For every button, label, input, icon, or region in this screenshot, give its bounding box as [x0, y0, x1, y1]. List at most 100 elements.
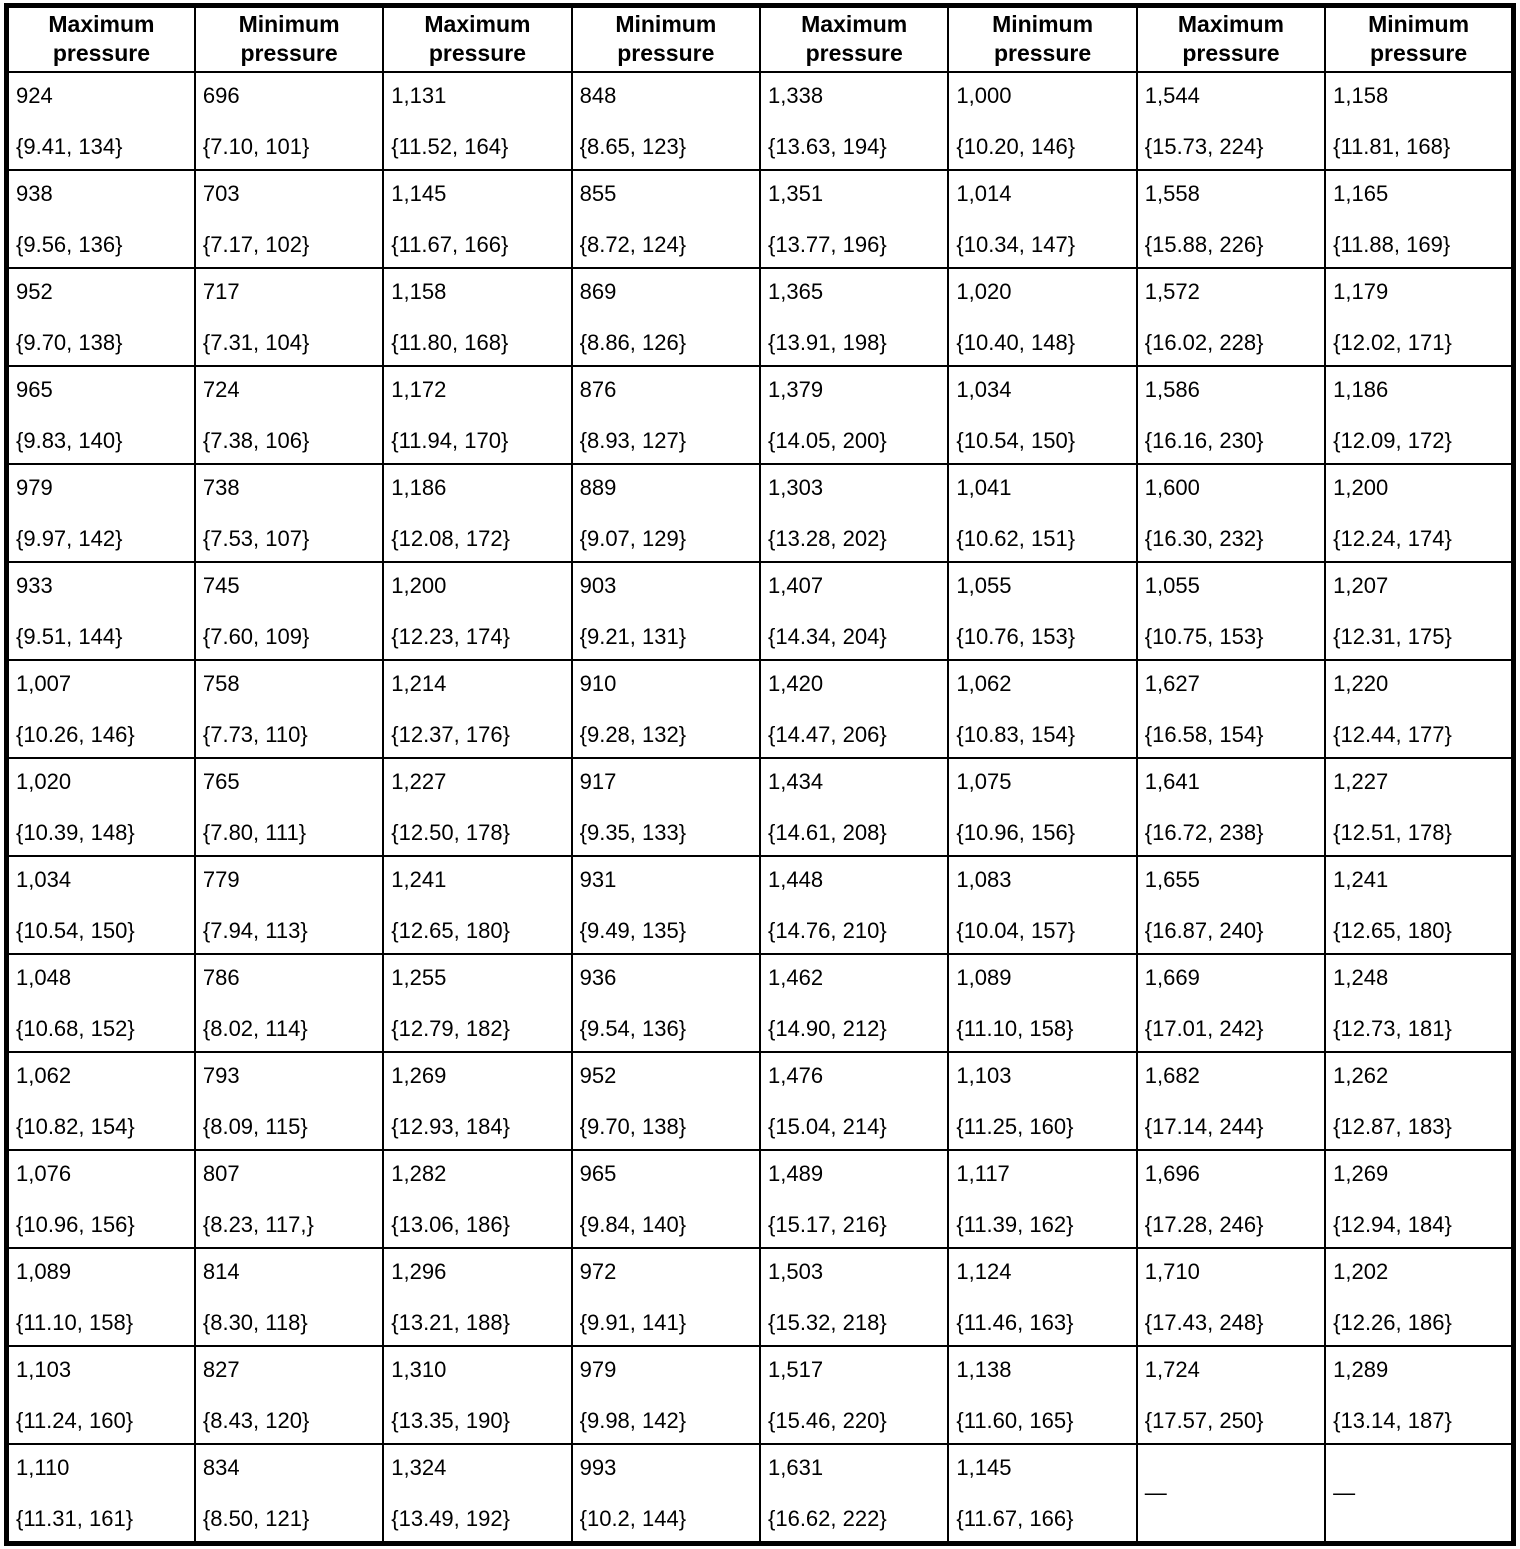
- table-cell: 1,544 {15.73, 224}: [1135, 70, 1327, 171]
- pressure-value: 1,145: [391, 180, 447, 206]
- column-header-max-3: Maximum pressure: [758, 4, 950, 73]
- table-cell: 1,586 {16.16, 230}: [1135, 364, 1327, 465]
- pressure-range: {12.31, 175}: [1333, 623, 1452, 649]
- pressure-value: 1,710: [1144, 1258, 1200, 1284]
- pressure-value: 1,158: [1333, 82, 1389, 108]
- table-cell: 786 {8.02, 114}: [193, 952, 385, 1053]
- pressure-value: 1,255: [391, 964, 447, 990]
- table-row: 1,089 {11.10, 158} 814 {8.30, 118} 1,296 {13.…: [5, 1246, 1515, 1347]
- pressure-value: 936: [579, 964, 617, 990]
- table-cell: 1,179 {12.02, 171}: [1324, 266, 1515, 367]
- table-cell: 1,110 {11.31, 161}: [5, 1442, 196, 1545]
- pressure-range: {11.10, 158}: [16, 1309, 134, 1335]
- pressure-range: {12.09, 172}: [1333, 427, 1452, 453]
- cell-content: 931 {9.49, 135}: [573, 857, 759, 953]
- table-cell: 1,669 {17.01, 242}: [1135, 952, 1327, 1053]
- pressure-range: {8.50, 121}: [202, 1505, 310, 1531]
- cell-content: 1,710 {17.43, 248}: [1138, 1249, 1324, 1345]
- pressure-range: {16.58, 154}: [1144, 721, 1264, 747]
- pressure-value: 1,034: [16, 866, 72, 892]
- table-cell: 1,103 {11.25, 160}: [947, 1050, 1138, 1151]
- pressure-value: 814: [202, 1258, 240, 1284]
- pressure-value: 1,289: [1333, 1356, 1389, 1382]
- pressure-range: {17.43, 248}: [1144, 1309, 1264, 1335]
- table-cell: 1,338 {13.63, 194}: [758, 70, 950, 171]
- pressure-range: {9.49, 135}: [579, 917, 687, 943]
- table-cell: 1,145 {11.67, 166}: [947, 1442, 1138, 1545]
- table-row: 1,076 {10.96, 156} 807 {8.23, 117,} 1,282 {13…: [5, 1148, 1515, 1249]
- pressure-value: 1,248: [1333, 964, 1389, 990]
- table-body: 924 {9.41, 134} 696 {7.10, 101} 1,131 {11.52,…: [5, 70, 1515, 1545]
- table-cell: 1,145 {11.67, 166}: [382, 168, 573, 269]
- table-cell: 1,200 {12.24, 174}: [1324, 462, 1515, 563]
- table-cell: —: [1324, 1442, 1515, 1545]
- table-cell: 1,055 {10.76, 153}: [947, 560, 1138, 661]
- pressure-value: 1,682: [1144, 1062, 1200, 1088]
- pressure-value: 1,103: [16, 1356, 72, 1382]
- pressure-range: {14.05, 200}: [768, 427, 887, 453]
- table-cell: 972 {9.91, 141}: [570, 1246, 762, 1347]
- table-row: 1,048 {10.68, 152} 786 {8.02, 114} 1,255 {12.…: [5, 952, 1515, 1053]
- pressure-range: {10.39, 148}: [16, 819, 135, 845]
- pressure-range: {9.28, 132}: [579, 721, 687, 747]
- pressure-range: {17.28, 246}: [1144, 1211, 1264, 1237]
- pressure-range: {12.23, 174}: [391, 623, 510, 649]
- table-cell: 1,200 {12.23, 174}: [382, 560, 573, 661]
- pressure-range: {8.02, 114}: [202, 1015, 308, 1041]
- table-cell: 1,172 {11.94, 170}: [382, 364, 573, 465]
- pressure-value: 1,631: [768, 1454, 824, 1480]
- table-cell: 1,572 {16.02, 228}: [1135, 266, 1327, 367]
- cell-content: 1,269 {12.94, 184}: [1326, 1151, 1511, 1247]
- cell-content: 1,241 {12.65, 180}: [384, 857, 570, 953]
- cell-content: 1,145 {11.67, 166}: [949, 1445, 1135, 1541]
- pressure-value: 1,158: [391, 278, 447, 304]
- pressure-value: 1,282: [391, 1160, 447, 1186]
- pressure-range: {9.91, 141}: [579, 1309, 687, 1335]
- pressure-range: {10.54, 150}: [956, 427, 1076, 453]
- pressure-value: 1,324: [391, 1454, 447, 1480]
- cell-content: 993 {10.2, 144}: [573, 1445, 759, 1541]
- pressure-range: {9.70, 138}: [579, 1113, 687, 1139]
- cell-content: 869 {8.86, 126}: [573, 269, 759, 365]
- cell-content: 1,138 {11.60, 165}: [949, 1347, 1135, 1443]
- table-cell: 1,241 {12.65, 180}: [1324, 854, 1515, 955]
- cell-content: 1,351 {13.77, 196}: [761, 171, 947, 267]
- cell-content: 1,124 {11.46, 163}: [949, 1249, 1135, 1345]
- table-cell: 1,103 {11.24, 160}: [5, 1344, 196, 1445]
- table-cell: 1,158 {11.81, 168}: [1324, 70, 1515, 171]
- table-cell: 1,202 {12.26, 186}: [1324, 1246, 1515, 1347]
- table-cell: 931 {9.49, 135}: [570, 854, 762, 955]
- cell-content: 965 {9.83, 140}: [9, 367, 194, 463]
- pressure-range: {10.62, 151}: [956, 525, 1076, 551]
- pressure-range: {12.37, 176}: [391, 721, 510, 747]
- cell-content: 1,020 {10.39, 148}: [9, 759, 194, 855]
- column-header-min-4: Minimum pressure: [1324, 4, 1515, 73]
- pressure-range: {11.81, 168}: [1333, 133, 1451, 159]
- cell-content: 1,682 {17.14, 244}: [1138, 1053, 1324, 1149]
- cell-content: 1,014 {10.34, 147}: [949, 171, 1135, 267]
- table-cell: 724 {7.38, 106}: [193, 364, 385, 465]
- cell-content: 1,420 {14.47, 206}: [761, 661, 947, 757]
- pressure-value: 827: [202, 1356, 240, 1382]
- pressure-value: 876: [579, 376, 617, 402]
- pressure-range: {8.86, 126}: [579, 329, 687, 355]
- cell-content: 855 {8.72, 124}: [573, 171, 759, 267]
- pressure-range: {7.80, 111}: [202, 819, 307, 845]
- table-cell: 938 {9.56, 136}: [5, 168, 196, 269]
- cell-content: 1,600 {16.30, 232}: [1138, 465, 1324, 561]
- pressure-range: {8.72, 124}: [579, 231, 687, 257]
- pressure-range: {11.80, 168}: [391, 329, 509, 355]
- cell-content: 1,248 {12.73, 181}: [1326, 955, 1511, 1051]
- cell-content: 1,476 {15.04, 214}: [761, 1053, 947, 1149]
- pressure-range: {15.46, 220}: [768, 1407, 887, 1433]
- column-header-max-1: Maximum pressure: [5, 4, 196, 73]
- pressure-range: {16.30, 232}: [1144, 525, 1264, 551]
- cell-content: 1,186 {12.08, 172}: [384, 465, 570, 561]
- column-header-max-4: Maximum pressure: [1135, 4, 1327, 73]
- table-row: 952 {9.70, 138} 717 {7.31, 104} 1,158 {11.80,…: [5, 266, 1515, 367]
- table-cell: 1,724 {17.57, 250}: [1135, 1344, 1327, 1445]
- pressure-range: {15.17, 216}: [768, 1211, 887, 1237]
- table-cell: 738 {7.53, 107}: [193, 462, 385, 563]
- cell-content: 696 {7.10, 101}: [196, 73, 382, 169]
- pressure-value: 1,724: [1144, 1356, 1200, 1382]
